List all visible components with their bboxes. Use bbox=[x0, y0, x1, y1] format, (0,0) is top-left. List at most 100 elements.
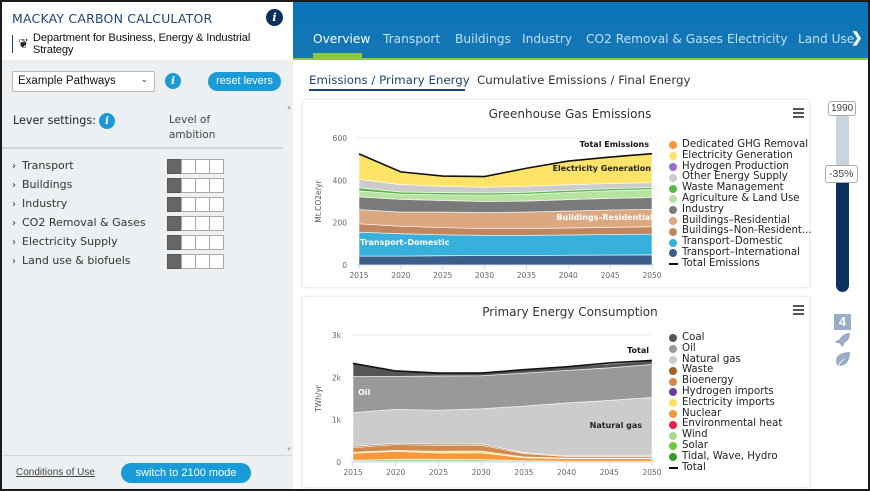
chevron-right-icon[interactable]: › bbox=[12, 161, 16, 172]
ambition-level-box[interactable] bbox=[167, 197, 182, 212]
ambition-level-box[interactable] bbox=[195, 197, 210, 212]
switch-2100-mode-button[interactable]: switch to 2100 mode bbox=[121, 463, 251, 483]
subtab-emissions-primary-energy[interactable]: Emissions / Primary Energy bbox=[309, 73, 470, 87]
legend-item[interactable]: Coal bbox=[669, 332, 782, 344]
tab-co2-removal-gases[interactable]: CO2 Removal & Gases bbox=[586, 32, 723, 46]
ambition-level-selector[interactable] bbox=[167, 216, 224, 231]
chevron-right-icon[interactable]: › bbox=[12, 237, 16, 248]
ambition-level-box[interactable] bbox=[195, 216, 210, 231]
legend-item[interactable]: Transport–Domestic bbox=[669, 236, 812, 248]
subtab-cumulative-final-energy[interactable]: Cumulative Emissions / Final Energy bbox=[477, 73, 691, 87]
ambition-level-box[interactable] bbox=[195, 254, 210, 269]
ambition-level-box[interactable] bbox=[167, 159, 182, 174]
conditions-of-use-link[interactable]: Conditions of Use bbox=[16, 467, 95, 478]
ambition-level-box[interactable] bbox=[209, 197, 224, 212]
slider-value-label[interactable]: -35% bbox=[825, 165, 858, 183]
tab-electricity[interactable]: Electricity bbox=[727, 32, 788, 46]
number-badge[interactable]: 4 bbox=[834, 314, 851, 330]
leaf-icon[interactable] bbox=[834, 351, 852, 367]
ambition-level-box[interactable] bbox=[167, 216, 182, 231]
lever-row[interactable]: › Electricity Supply bbox=[2, 233, 284, 252]
ambition-level-box[interactable] bbox=[167, 254, 182, 269]
ambition-level-box[interactable] bbox=[181, 159, 196, 174]
lever-name[interactable]: › Buildings bbox=[12, 178, 72, 191]
legend-item[interactable]: Other Energy Supply bbox=[669, 172, 812, 183]
legend-item[interactable]: Agriculture & Land Use bbox=[669, 193, 812, 205]
chart-menu-icon[interactable] bbox=[793, 108, 804, 120]
ambition-level-box[interactable] bbox=[209, 216, 224, 231]
ambition-level-box[interactable] bbox=[181, 216, 196, 231]
ambition-level-box[interactable] bbox=[181, 178, 196, 193]
lever-name[interactable]: › Land use & biofuels bbox=[12, 254, 131, 267]
ambition-level-selector[interactable] bbox=[167, 159, 224, 174]
chevron-right-icon[interactable]: › bbox=[12, 180, 16, 191]
lever-name[interactable]: › Electricity Supply bbox=[12, 235, 118, 248]
legend-item[interactable]: Buildings–Residential bbox=[669, 215, 812, 227]
chevron-right-icon[interactable]: › bbox=[12, 256, 16, 267]
legend-item[interactable]: Total bbox=[669, 462, 782, 474]
legend-item[interactable]: Transport–International bbox=[669, 247, 812, 259]
legend-item[interactable]: Total Emissions bbox=[669, 258, 812, 270]
legend-item[interactable]: Hydrogen imports bbox=[669, 386, 782, 398]
ambition-level-box[interactable] bbox=[195, 159, 210, 174]
emissions-target-slider[interactable] bbox=[836, 111, 849, 292]
legend-item[interactable]: Wind bbox=[669, 429, 782, 441]
scroll-down-icon[interactable]: ▼ bbox=[286, 447, 292, 453]
legend-item[interactable]: Oil bbox=[669, 343, 782, 355]
ambition-level-box[interactable] bbox=[167, 178, 182, 193]
ambition-level-box[interactable] bbox=[181, 254, 196, 269]
lever-name[interactable]: › Industry bbox=[12, 197, 67, 210]
ambition-level-box[interactable] bbox=[195, 235, 210, 250]
ambition-level-box[interactable] bbox=[209, 235, 224, 250]
lever-name[interactable]: › Transport bbox=[12, 159, 74, 172]
ambition-level-box[interactable] bbox=[195, 178, 210, 193]
tab-transport[interactable]: Transport bbox=[383, 32, 441, 46]
lever-name[interactable]: › CO2 Removal & Gases bbox=[12, 216, 146, 229]
lever-row[interactable]: › Industry bbox=[2, 195, 284, 214]
legend-item[interactable]: Nuclear bbox=[669, 408, 782, 420]
scroll-up-icon[interactable]: ▲ bbox=[286, 105, 292, 111]
chevron-right-icon[interactable]: › bbox=[12, 199, 16, 210]
legend-item[interactable]: Industry bbox=[669, 204, 812, 216]
legend-item[interactable]: Waste bbox=[669, 365, 782, 376]
tab-industry[interactable]: Industry bbox=[522, 32, 573, 46]
tab-overview[interactable]: Overview bbox=[313, 32, 371, 46]
ambition-level-selector[interactable] bbox=[167, 178, 224, 193]
legend-item[interactable]: Natural gas bbox=[669, 354, 782, 366]
lever-row[interactable]: › Land use & biofuels bbox=[2, 252, 284, 271]
ambition-level-box[interactable] bbox=[167, 235, 182, 250]
sidebar-scrollbar[interactable]: ▲ ▼ bbox=[285, 102, 293, 456]
ambition-level-box[interactable] bbox=[181, 235, 196, 250]
tab-land-use[interactable]: Land Use bbox=[798, 32, 855, 46]
legend-item[interactable]: Hydrogen Production bbox=[669, 161, 812, 173]
ambition-level-box[interactable] bbox=[209, 159, 224, 174]
total-line[interactable] bbox=[358, 152, 653, 178]
legend-item[interactable]: Environmental heat bbox=[669, 419, 782, 430]
chart-menu-icon[interactable] bbox=[793, 305, 804, 317]
legend-item[interactable]: Solar bbox=[669, 440, 782, 452]
legend-item[interactable]: Waste Management bbox=[669, 182, 812, 194]
legend-item[interactable]: Electricity Generation bbox=[669, 150, 812, 162]
legend-item[interactable]: Tidal, Wave, Hydro bbox=[669, 451, 782, 463]
ambition-level-box[interactable] bbox=[209, 254, 224, 269]
lever-settings-info-icon[interactable]: i bbox=[99, 113, 115, 129]
ambition-level-selector[interactable] bbox=[167, 197, 224, 212]
ambition-level-box[interactable] bbox=[209, 178, 224, 193]
chevron-right-icon[interactable]: ❯ bbox=[851, 29, 863, 45]
legend-item[interactable]: Dedicated GHG Removal bbox=[669, 139, 812, 151]
about-info-icon[interactable]: i bbox=[266, 9, 283, 26]
lever-row[interactable]: › CO2 Removal & Gases bbox=[2, 214, 284, 233]
pathway-select[interactable]: Example Pathways ⌄ bbox=[12, 71, 155, 92]
lever-row[interactable]: › Buildings bbox=[2, 176, 284, 195]
legend-item[interactable]: Electricity imports bbox=[669, 397, 782, 409]
total-line[interactable] bbox=[352, 359, 653, 374]
rocket-icon[interactable] bbox=[834, 332, 852, 348]
lever-row[interactable]: › Transport bbox=[2, 157, 284, 176]
pathways-info-icon[interactable]: i bbox=[165, 73, 181, 89]
ambition-level-selector[interactable] bbox=[167, 235, 224, 250]
reset-levers-button[interactable]: reset levers bbox=[208, 72, 281, 91]
ambition-level-box[interactable] bbox=[181, 197, 196, 212]
ambition-level-selector[interactable] bbox=[167, 254, 224, 269]
legend-item[interactable]: Bioenergy bbox=[669, 375, 782, 387]
chevron-right-icon[interactable]: › bbox=[12, 218, 16, 229]
